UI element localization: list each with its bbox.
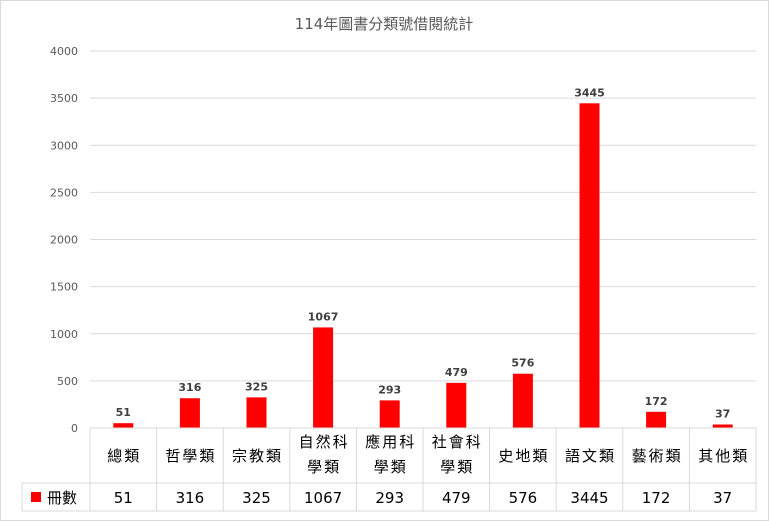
data-label: 325 — [245, 380, 268, 393]
bar — [179, 398, 200, 428]
bar — [446, 382, 467, 428]
category-label: 哲學類 — [165, 447, 216, 465]
table-value-cell: 325 — [242, 489, 271, 507]
category-label: 宗教類 — [232, 447, 283, 465]
bar — [712, 424, 733, 428]
y-tick-label: 2500 — [50, 186, 78, 199]
category-label: 學類 — [374, 458, 408, 476]
data-label: 172 — [645, 395, 668, 408]
data-label: 479 — [445, 366, 468, 379]
y-tick-label: 3000 — [50, 139, 78, 152]
legend-series-name: 冊數 — [47, 489, 77, 507]
bar — [246, 397, 267, 428]
data-label: 3445 — [574, 86, 605, 99]
chart-title: 114年圖書分類號借閱統計 — [295, 15, 474, 33]
data-label: 37 — [715, 408, 730, 421]
table-value-cell: 1067 — [304, 489, 342, 507]
y-tick-label: 2000 — [50, 234, 78, 247]
bar — [579, 103, 600, 428]
category-label: 總類 — [107, 447, 141, 465]
bar — [646, 411, 667, 428]
y-tick-label: 3500 — [50, 92, 78, 105]
data-label: 51 — [116, 406, 131, 419]
bars — [113, 103, 733, 428]
y-axis-tick-labels: 0 500 1000 1500 2000 2500 3000 3500 4000 — [50, 45, 78, 435]
data-label: 293 — [378, 383, 401, 396]
table-value-cell: 479 — [442, 489, 471, 507]
table-value-cell: 3445 — [570, 489, 608, 507]
y-tick-label: 1500 — [50, 281, 78, 294]
category-label: 自然科 — [299, 433, 350, 451]
y-tick-label: 4000 — [50, 45, 78, 58]
category-label: 社會科 — [432, 433, 483, 451]
category-label: 其他類 — [698, 447, 749, 465]
category-label: 應用科 — [365, 433, 416, 451]
table-value-cell: 172 — [642, 489, 671, 507]
category-label: 史地類 — [498, 447, 549, 465]
y-tick-label: 0 — [71, 422, 78, 435]
category-label: 學類 — [440, 458, 474, 476]
bar — [379, 400, 400, 428]
y-tick-label: 1000 — [50, 328, 78, 341]
data-label: 1067 — [308, 310, 339, 323]
y-tick-label: 500 — [57, 375, 78, 388]
data-label: 576 — [511, 357, 534, 370]
category-label: 藝術類 — [632, 447, 683, 465]
category-label: 語文類 — [565, 447, 616, 465]
legend-swatch — [31, 492, 41, 502]
data-label: 316 — [178, 381, 201, 394]
table-value-cell: 576 — [509, 489, 538, 507]
table-value-cell: 316 — [176, 489, 205, 507]
bar — [113, 423, 134, 428]
bar — [512, 373, 533, 428]
category-label: 學類 — [307, 458, 341, 476]
table-value-cell: 37 — [713, 489, 732, 507]
gridlines — [90, 50, 756, 382]
table-value-cell: 51 — [114, 489, 133, 507]
table-value-cell: 293 — [375, 489, 404, 507]
bar — [313, 327, 334, 428]
data-labels: 51 316 325 1067 293 479 576 3445 172 37 — [116, 86, 731, 420]
